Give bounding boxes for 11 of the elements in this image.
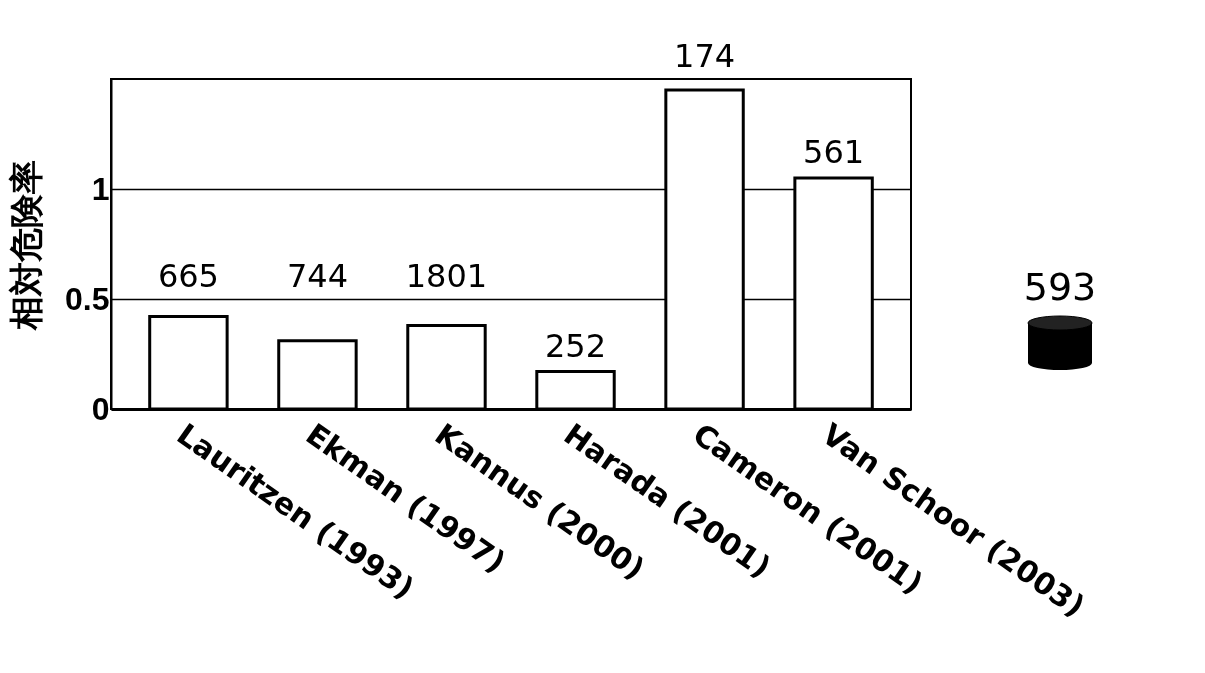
annotation: 561 [803,133,865,171]
annotation: 174 [674,37,736,75]
annotation: 744 [286,257,348,295]
y-axis-title: 相対危険率 [7,159,46,331]
y-tick-label: 0.5 [65,280,110,317]
y-tick-label: 1 [91,170,110,207]
text: 593 [1022,265,1098,309]
y-tick-label: 0 [91,390,110,427]
annotation: 1801 [405,257,488,295]
annotation: 252 [544,326,607,365]
annotation: 665 [157,257,219,295]
